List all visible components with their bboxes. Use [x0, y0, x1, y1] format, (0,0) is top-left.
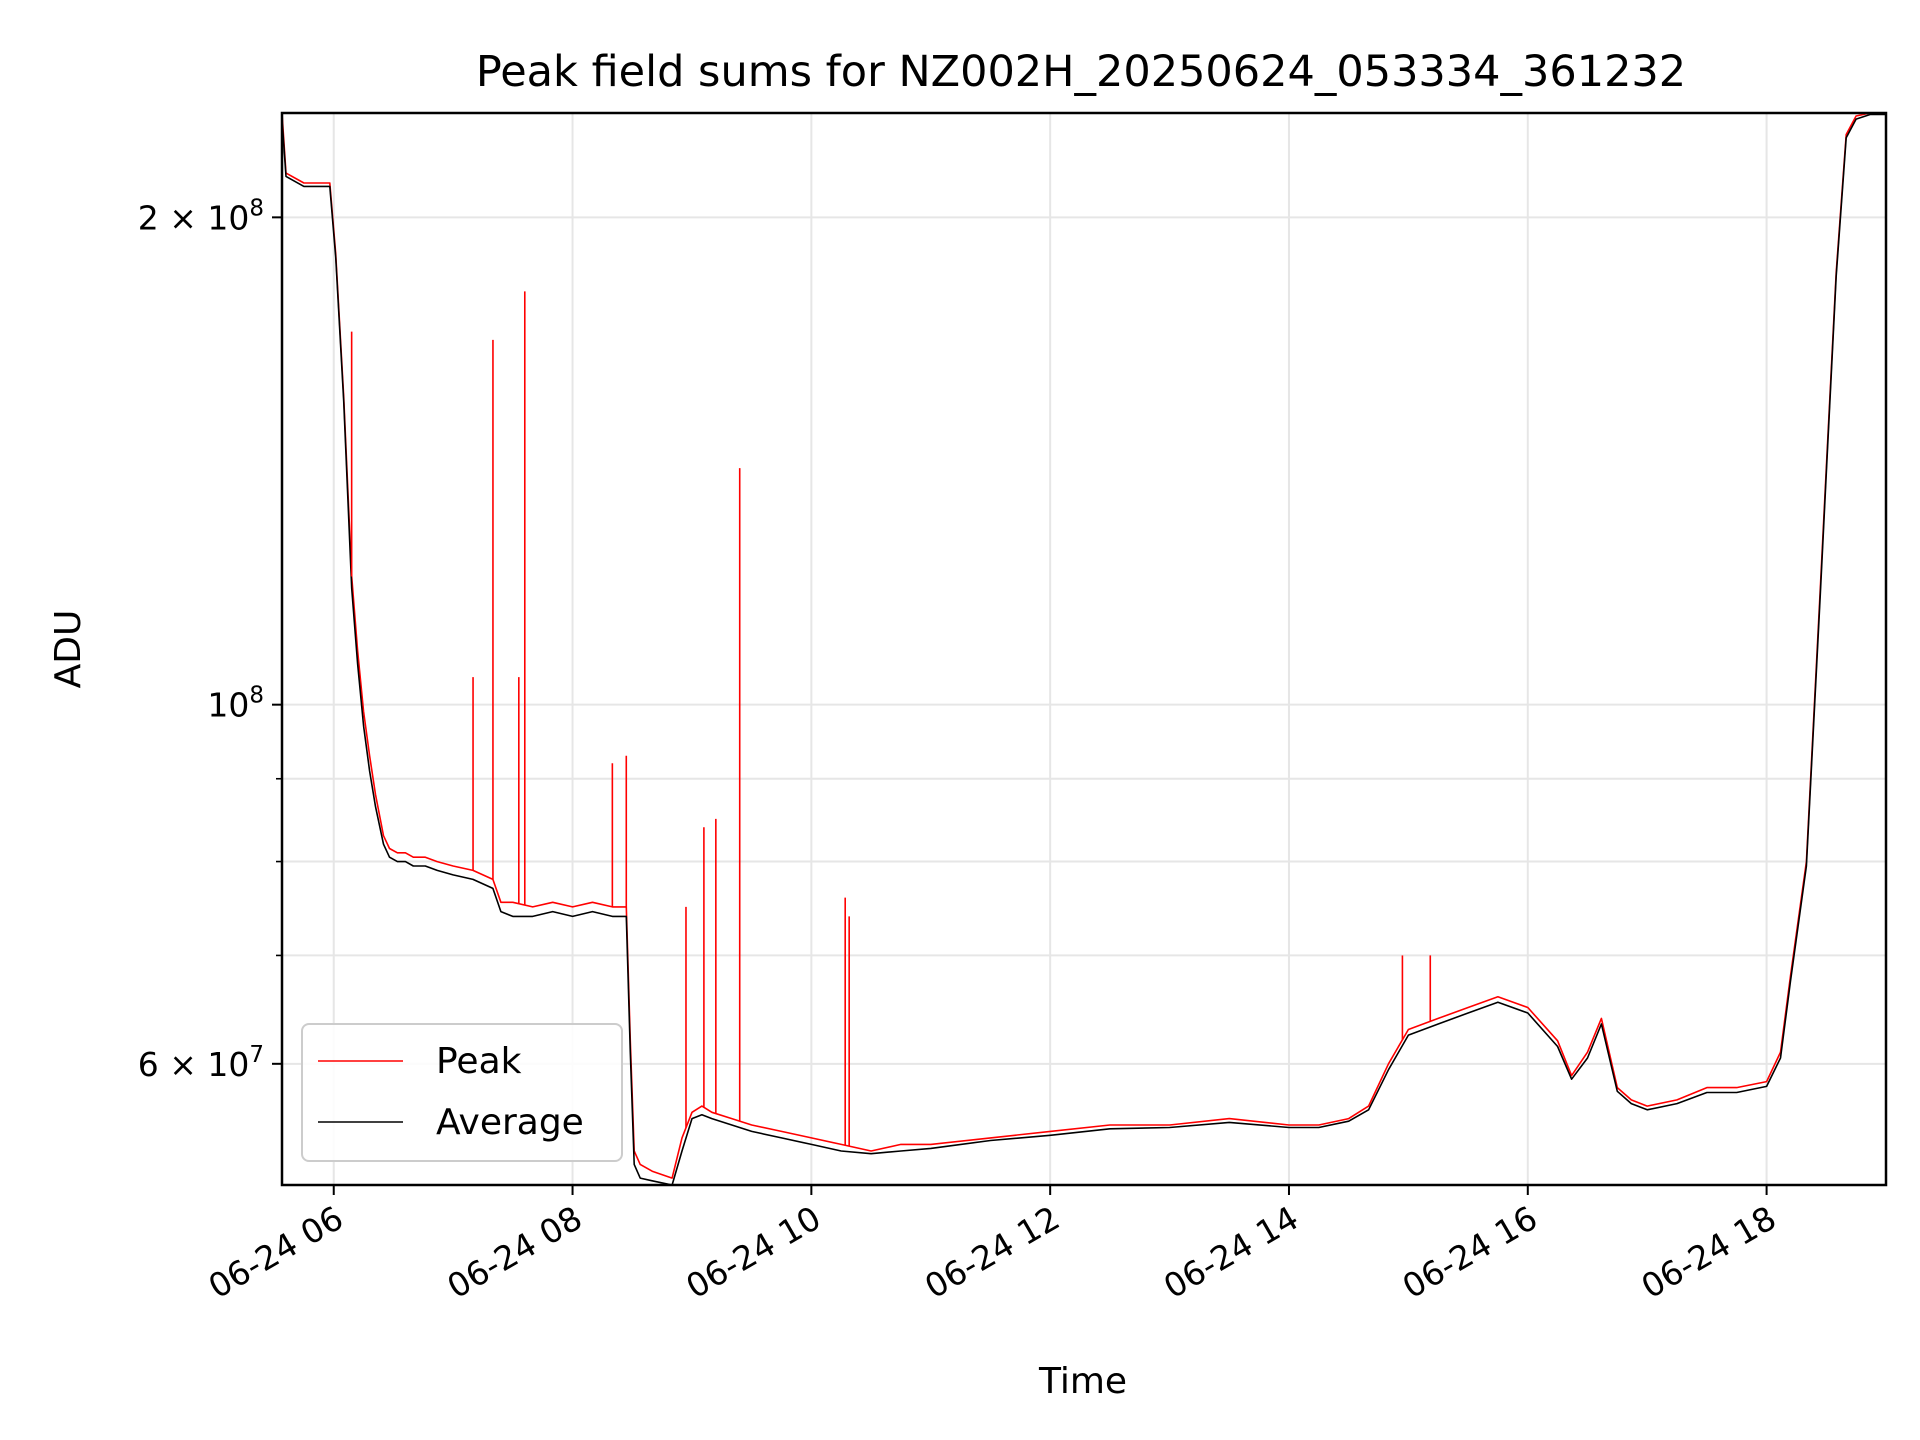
- grid-lines: [282, 113, 1886, 1185]
- series-line-peak: [282, 113, 1886, 1179]
- y-tick-label: 6 × 107: [138, 1042, 264, 1084]
- y-tick-label: 108: [207, 683, 264, 725]
- y-axis-label: ADU: [48, 610, 89, 689]
- x-axis-label: Time: [1038, 1361, 1127, 1402]
- legend-label-peak: Peak: [436, 1041, 522, 1082]
- chart-title: Peak field sums for NZ002H_20250624_0533…: [476, 47, 1686, 97]
- legend-box: [301, 1023, 623, 1162]
- series-line-average: [282, 113, 1886, 1185]
- y-tick-label: 2 × 108: [138, 195, 264, 237]
- legend-label-average: Average: [436, 1102, 584, 1143]
- legend: Peak Average: [301, 1023, 623, 1162]
- series-layer: [282, 113, 1886, 1185]
- plot-frame: [280, 111, 1888, 1187]
